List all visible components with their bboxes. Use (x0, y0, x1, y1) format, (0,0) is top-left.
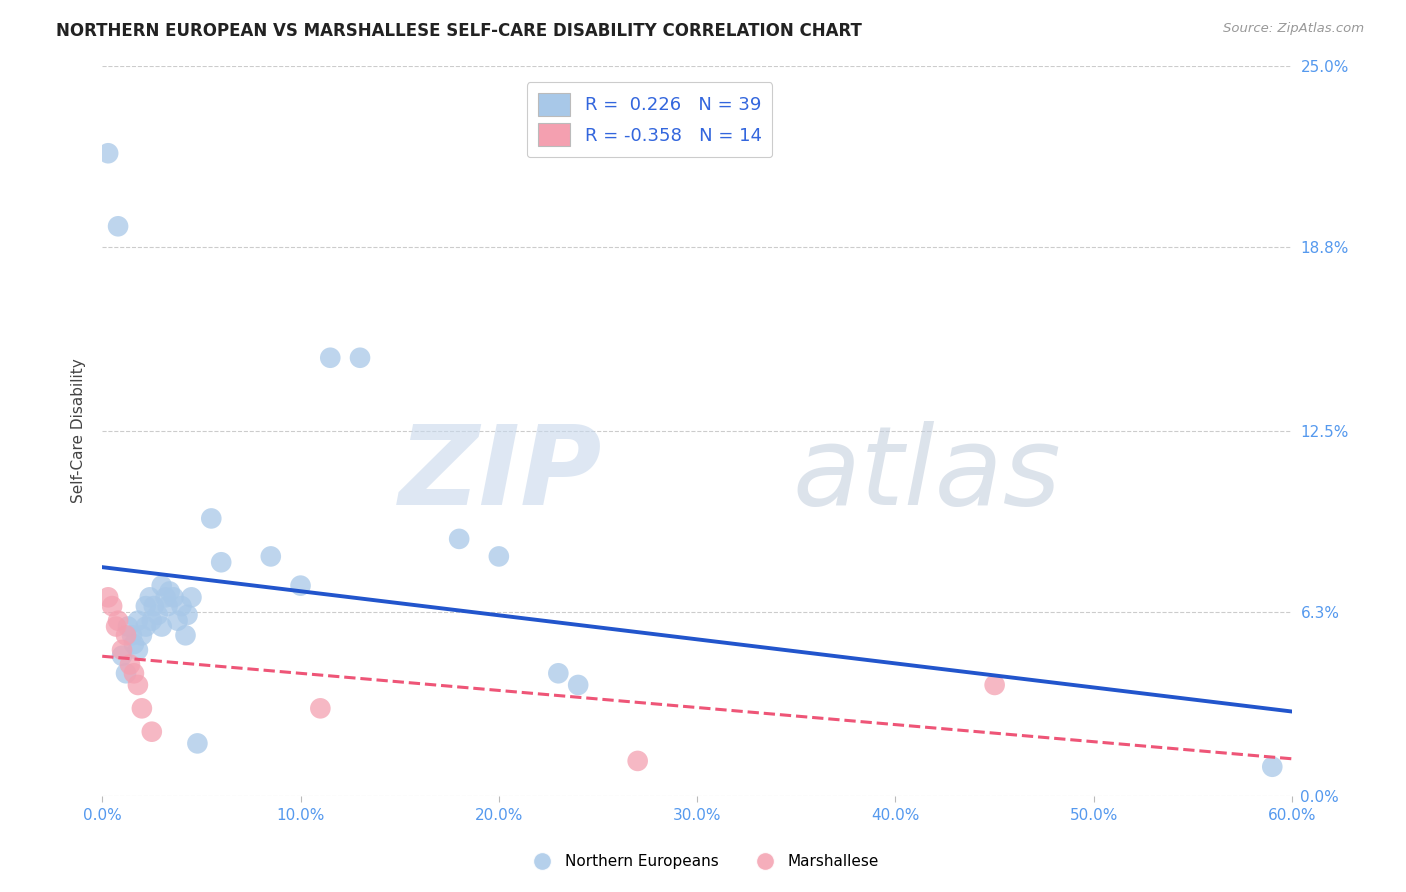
Point (180, 591, 202, 605)
Point (118, 657, 141, 672)
Point (174, 628, 197, 642)
Point (156, 599, 179, 613)
Point (111, 648, 134, 663)
Point (319, 351, 342, 365)
Point (97, 591, 120, 605)
Legend: R =  0.226   N = 39, R = -0.358   N = 14: R = 0.226 N = 39, R = -0.358 N = 14 (527, 82, 772, 157)
Point (209, 555, 232, 569)
Point (449, 532, 471, 546)
Point (115, 666, 138, 681)
Point (131, 628, 153, 642)
Point (488, 549, 510, 564)
Point (105, 619, 128, 633)
Point (97, 146, 120, 161)
Point (107, 219, 129, 234)
Point (260, 549, 283, 564)
Point (162, 591, 184, 605)
Point (146, 607, 169, 622)
Point (176, 607, 198, 622)
Text: NORTHERN EUROPEAN VS MARSHALLESE SELF-CARE DISABILITY CORRELATION CHART: NORTHERN EUROPEAN VS MARSHALLESE SELF-CA… (56, 22, 862, 40)
Point (200, 511, 222, 525)
Point (107, 614, 129, 628)
Point (290, 579, 312, 593)
Point (111, 643, 134, 657)
Point (1261, 760, 1284, 774)
Point (567, 678, 589, 692)
Point (186, 736, 208, 750)
Point (117, 619, 139, 633)
Point (349, 351, 371, 365)
Point (101, 599, 124, 613)
Point (150, 619, 173, 633)
Point (547, 666, 569, 681)
Text: ZIP: ZIP (398, 421, 602, 528)
Point (131, 701, 153, 715)
Point (127, 614, 149, 628)
Point (121, 628, 143, 642)
Y-axis label: Self-Care Disability: Self-Care Disability (72, 359, 86, 503)
Point (309, 701, 332, 715)
Point (115, 628, 138, 642)
Point (142, 599, 165, 613)
Legend: Northern Europeans, Marshallese: Northern Europeans, Marshallese (520, 848, 886, 875)
Point (170, 599, 193, 613)
Point (135, 619, 157, 633)
Point (141, 724, 163, 739)
Point (127, 643, 149, 657)
Point (166, 614, 188, 628)
Point (122, 666, 145, 681)
Point (150, 579, 173, 593)
Point (627, 754, 650, 768)
Point (139, 591, 162, 605)
Point (135, 599, 157, 613)
Text: atlas: atlas (793, 421, 1062, 528)
Point (983, 678, 1005, 692)
Point (127, 678, 149, 692)
Point (159, 584, 181, 599)
Point (155, 591, 177, 605)
Text: Source: ZipAtlas.com: Source: ZipAtlas.com (1223, 22, 1364, 36)
Point (122, 637, 145, 651)
Point (141, 614, 163, 628)
